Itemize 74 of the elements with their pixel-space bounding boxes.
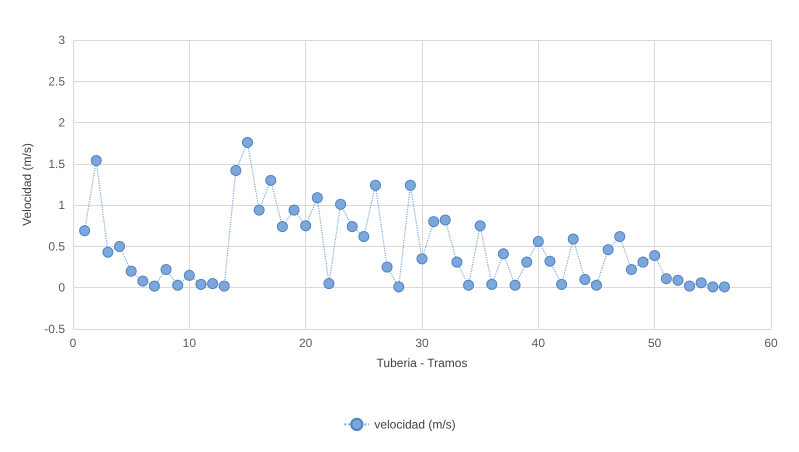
point	[148, 280, 160, 292]
x-tick-label: 60	[764, 336, 778, 350]
x-axis-title: Tuberia - Tramos	[376, 356, 468, 370]
x-tick-label: 20	[298, 336, 313, 350]
point	[404, 180, 416, 191]
legend-label: velocidad (m/s)	[374, 417, 456, 432]
point	[602, 244, 614, 256]
point	[160, 264, 172, 276]
point	[614, 231, 626, 242]
point	[346, 221, 358, 232]
point	[416, 253, 428, 264]
point	[254, 204, 265, 216]
point	[288, 204, 300, 216]
point	[358, 231, 370, 242]
point	[556, 278, 568, 290]
point	[218, 280, 230, 292]
point	[126, 266, 137, 277]
point	[521, 256, 532, 268]
point	[382, 262, 393, 273]
point	[393, 281, 404, 292]
x-tick-label: 50	[648, 336, 662, 350]
y-tick-label: -0.5	[44, 322, 66, 336]
point	[265, 174, 276, 186]
y-tick-label: 2.5	[48, 74, 66, 88]
point	[638, 256, 649, 268]
point	[114, 240, 126, 252]
point	[579, 274, 590, 285]
point	[207, 278, 218, 290]
point	[510, 280, 521, 291]
point	[591, 280, 602, 291]
y-tick-label: 0	[58, 280, 66, 295]
point	[428, 216, 440, 228]
point	[230, 164, 242, 176]
point	[544, 256, 556, 267]
point	[463, 280, 474, 291]
point	[451, 256, 462, 268]
point	[335, 198, 346, 210]
y-tick-label: 1.5	[48, 156, 66, 171]
point	[79, 225, 90, 236]
point	[696, 277, 707, 288]
point	[370, 180, 381, 191]
point	[672, 274, 684, 286]
x-tick-label: 0	[70, 336, 77, 350]
point	[137, 276, 148, 287]
point	[184, 270, 195, 281]
point	[440, 214, 451, 226]
point	[498, 248, 509, 260]
x-tick-label: 30	[415, 336, 429, 350]
point	[486, 278, 498, 290]
point	[323, 278, 334, 290]
point	[102, 246, 114, 258]
point	[172, 280, 184, 291]
point	[568, 234, 579, 244]
y-axis-title: Velocidad (m/s)	[20, 143, 34, 226]
point	[474, 220, 486, 232]
y-tick-label: 1	[58, 198, 66, 212]
point	[649, 250, 660, 262]
y-tick-label: 3	[58, 33, 66, 47]
y-tick-label: 2	[58, 116, 66, 130]
point	[90, 155, 102, 166]
point	[312, 192, 323, 204]
point	[718, 281, 730, 292]
point	[276, 221, 288, 232]
x-tick-label: 10	[182, 336, 196, 350]
point	[532, 236, 544, 247]
point	[626, 264, 637, 276]
point	[684, 280, 696, 292]
point	[300, 220, 312, 232]
point	[195, 278, 206, 290]
point	[242, 136, 253, 148]
y-tick-label: 0.5	[48, 239, 66, 254]
point	[660, 273, 672, 284]
point	[707, 281, 718, 292]
x-tick-label: 40	[532, 336, 546, 350]
